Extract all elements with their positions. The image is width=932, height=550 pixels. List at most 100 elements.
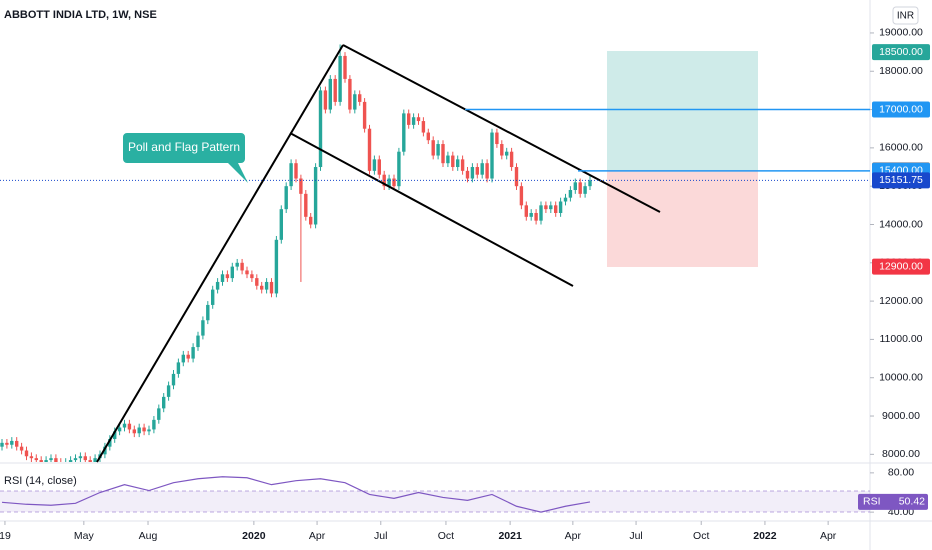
- candle-body: [108, 439, 112, 447]
- candle-body: [260, 285, 264, 290]
- candle-body: [171, 373, 176, 386]
- rsi-tag-value: 50.42: [899, 496, 925, 508]
- candle-body: [348, 78, 352, 110]
- pole-line: [96, 44, 344, 463]
- candle-body: [245, 270, 249, 275]
- x-tick-label: Apr: [820, 530, 837, 542]
- candle-body: [367, 128, 372, 171]
- candle-body: [122, 423, 127, 428]
- rsi-line: [1, 476, 591, 513]
- candle-body: [500, 144, 504, 156]
- currency-box[interactable]: [892, 6, 919, 25]
- candle-body: [166, 385, 171, 397]
- flag-upper: [342, 44, 661, 213]
- candle-body: [495, 132, 499, 145]
- candle-body: [343, 55, 347, 79]
- x-tick-label: 2021: [498, 530, 522, 542]
- price-tag: [872, 44, 930, 61]
- price-tag: [872, 101, 930, 118]
- candle-body: [539, 205, 543, 221]
- flag-lower: [289, 132, 574, 287]
- rsi-tag-name: RSI: [863, 496, 881, 508]
- candle-body: [152, 419, 156, 430]
- candle-body: [304, 193, 308, 217]
- stop-zone: [607, 170, 758, 267]
- candle-body: [583, 186, 587, 194]
- y-tick-label: 10000.00: [879, 372, 923, 384]
- candle-body: [191, 347, 195, 359]
- candle-body: [83, 456, 87, 461]
- candle-body: [274, 239, 279, 294]
- price-tag: [872, 258, 930, 275]
- candle-body: [93, 458, 97, 462]
- candle-body: [568, 190, 573, 198]
- currency[interactable]: INR: [897, 11, 914, 22]
- y-tick-label: 19000.00: [879, 27, 923, 39]
- x-tick-label: Oct: [438, 530, 454, 542]
- candle-body: [588, 180, 592, 187]
- price-tag-label: 15151.75: [879, 174, 923, 186]
- candle-body: [10, 440, 14, 445]
- candle-body: [573, 182, 577, 191]
- x-tick-label: Oct: [693, 530, 709, 542]
- candle-body: [294, 163, 298, 179]
- candle-body: [475, 167, 479, 175]
- candle-body: [358, 94, 362, 102]
- candle-body: [284, 186, 288, 210]
- candle-body: [289, 163, 293, 187]
- candle-body: [558, 201, 563, 213]
- candle-body: [431, 140, 435, 156]
- level-lines: [0, 108, 870, 181]
- candle-body: [220, 274, 225, 282]
- candle-body: [137, 427, 141, 434]
- candle-body: [88, 460, 92, 462]
- candle-body: [465, 170, 470, 179]
- candle-body: [563, 197, 568, 202]
- candle-body: [44, 460, 48, 462]
- rsi-band: [0, 491, 870, 512]
- candle-body: [554, 205, 558, 213]
- candle-body: [534, 212, 538, 221]
- candle-body: [78, 456, 83, 459]
- candle-body: [416, 117, 421, 122]
- candle-body: [362, 101, 367, 129]
- candle-body: [387, 178, 391, 187]
- y-tick-label: 12000.00: [879, 295, 923, 307]
- candle-body: [235, 262, 239, 267]
- x-tick-label: Jul: [629, 530, 642, 542]
- candle-body: [392, 178, 396, 187]
- candle-body: [215, 281, 220, 290]
- candle-body: [250, 274, 254, 279]
- candle-body: [157, 408, 161, 420]
- candle-body: [318, 90, 323, 168]
- candle-body: [147, 429, 151, 432]
- y-tick-label: 11000.00: [879, 333, 922, 345]
- x-tick-label: Apr: [309, 530, 326, 542]
- candle-body: [162, 396, 166, 409]
- candle-body: [279, 209, 283, 240]
- candle-body: [451, 155, 455, 168]
- y-tick-label: 8000.00: [882, 448, 920, 460]
- candle-body: [456, 159, 460, 168]
- candle-body: [544, 205, 548, 210]
- candle-body: [323, 90, 328, 110]
- candle-body: [211, 289, 215, 305]
- candle-body: [299, 178, 303, 194]
- candle-body: [407, 113, 411, 125]
- price-tag: [872, 172, 930, 189]
- candle-body: [441, 144, 445, 164]
- candle-body: [338, 55, 342, 102]
- rsi-title: RSI (14, close): [4, 475, 77, 487]
- candle-body: [460, 159, 465, 171]
- candle-body: [34, 458, 38, 461]
- candle-body: [0, 442, 4, 447]
- candle-body: [328, 78, 332, 110]
- candle-body: [436, 144, 440, 156]
- rsi-tag: [858, 493, 928, 510]
- candle-body: [142, 427, 146, 432]
- candle-body: [49, 458, 53, 461]
- candle-body: [132, 429, 136, 434]
- x-tick-label: Apr: [565, 530, 582, 542]
- annotation-text: Poll and Flag Pattern: [128, 140, 240, 154]
